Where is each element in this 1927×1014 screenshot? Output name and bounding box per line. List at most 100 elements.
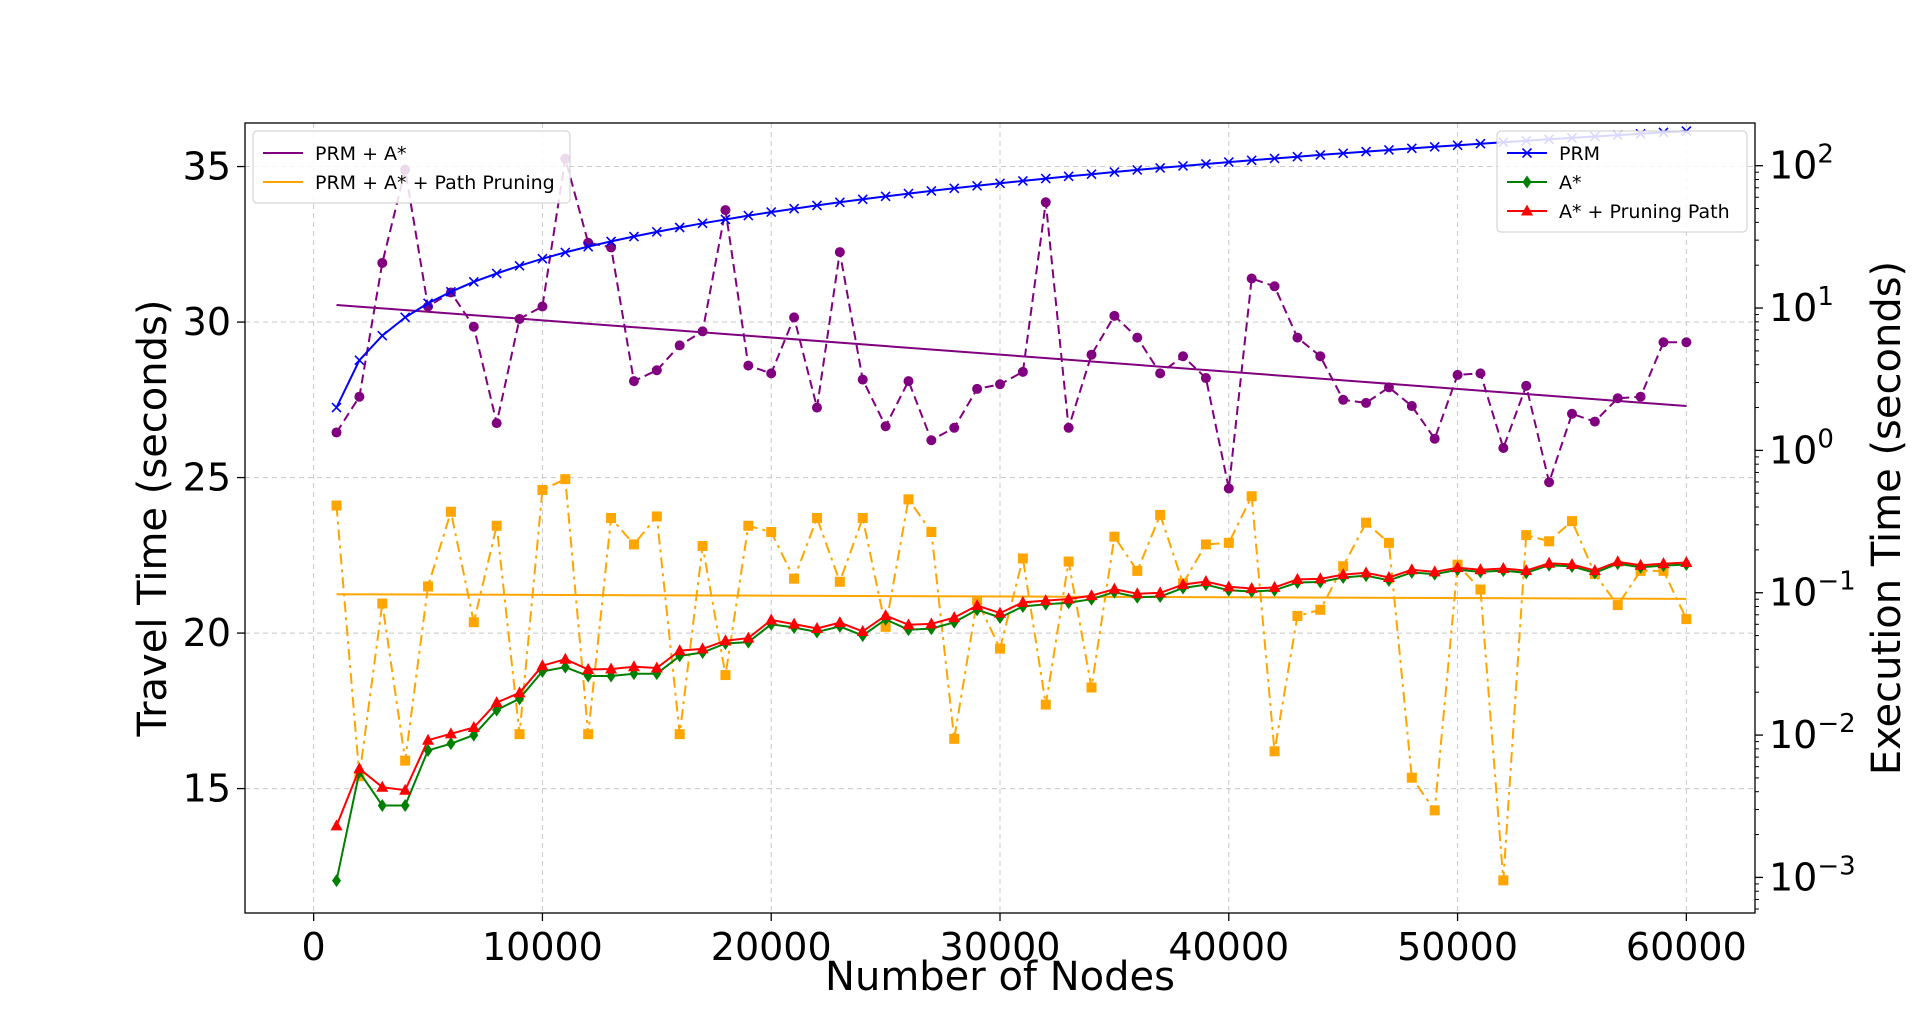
data-point [514,729,525,740]
data-point [399,783,412,795]
data-point [1132,565,1143,576]
data-point [1658,337,1669,348]
data-point [445,286,456,297]
data-point [400,799,410,813]
data-point [582,662,595,674]
data-point [377,598,388,609]
data-point [789,573,800,584]
x-tick-label: 20000 [711,925,832,969]
data-point [1131,587,1144,599]
legend-entry: PRM + A* + Path Pruning [263,172,555,194]
data-point [674,340,685,351]
y-right-tick-label: 100 [1769,424,1834,472]
data-point [560,660,570,674]
data-point [1315,149,1326,161]
legend-label: A* [1559,172,1582,194]
y-right-tick-label: 10−3 [1769,851,1856,899]
data-point [1429,141,1440,152]
data-point [422,733,435,745]
data-point [377,330,388,341]
data-point [1017,175,1028,186]
data-point [788,617,801,629]
data-point [789,312,800,323]
data-point [445,506,456,517]
data-point [491,418,502,429]
data-point [673,644,686,656]
data-point [903,188,914,199]
legend-label: PRM [1559,143,1600,165]
data-point [331,427,342,438]
y-right-tick-label: 10−1 [1769,567,1856,615]
data-point [1406,401,1417,412]
series-line [335,477,1688,881]
data-point [1681,337,1692,348]
series-prm-a-path-pruning-trend [336,593,1687,600]
data-point [1360,566,1373,578]
data-point [994,178,1006,189]
data-point [1681,614,1692,625]
legend-entry: A* [1507,172,1582,194]
data-point [1039,594,1052,606]
data-point [1405,563,1418,575]
data-point [536,659,549,671]
data-point [605,236,617,247]
data-point [1132,164,1143,175]
data-point [765,613,778,625]
data-point [811,513,822,523]
data-point [332,874,342,888]
data-point [377,799,387,813]
data-point [605,662,618,674]
data-point [903,376,914,387]
x-tick-label: 0 [302,925,326,969]
data-point [720,205,731,216]
data-point [1474,563,1487,575]
data-point [833,616,846,628]
data-point [1314,572,1327,584]
data-point [491,520,502,531]
data-point [1223,537,1234,548]
data-point [1612,600,1623,611]
data-point [1657,557,1670,569]
data-point [1521,530,1532,541]
data-point [1245,582,1258,594]
y-axis-label-right: Execution Time (seconds) [1864,261,1910,775]
data-point [1155,509,1166,520]
data-point [1016,595,1029,607]
legend-box [252,130,571,204]
data-point [1246,155,1257,166]
data-point [1269,153,1280,164]
data-point [1246,273,1257,284]
data-point [1429,433,1440,444]
data-point [651,226,662,237]
data-point [1315,351,1326,362]
data-point [1268,580,1281,592]
data-point [879,609,892,621]
data-point [1223,157,1234,168]
data-point [834,576,845,587]
data-point [353,762,366,774]
data-point [674,222,685,233]
data-point [1383,144,1395,156]
data-point [1132,332,1143,343]
data-point [719,634,732,646]
data-point [1406,143,1417,154]
data-point [743,210,754,221]
legend-entry: A* + Pruning Path [1507,201,1730,223]
data-point [1177,578,1190,590]
data-point [423,581,434,592]
data-point [606,513,617,523]
data-point [490,696,503,708]
data-point [1063,556,1074,567]
data-point [949,422,960,433]
legend-label: PRM + A* + Path Pruning [315,172,555,194]
data-point [743,520,754,531]
data-point [1452,140,1463,151]
trend-line [336,303,1687,408]
axes: 0 10000 20000 30000 40000 50000 60000 15 20 25 30 3… [183,140,1856,969]
y-left-tick-label: 25 [183,456,231,500]
y-right-tick-label: 101 [1769,282,1834,330]
data-point [514,313,525,324]
data-point [697,218,708,229]
data-point [1588,564,1601,576]
data-point [628,539,639,550]
